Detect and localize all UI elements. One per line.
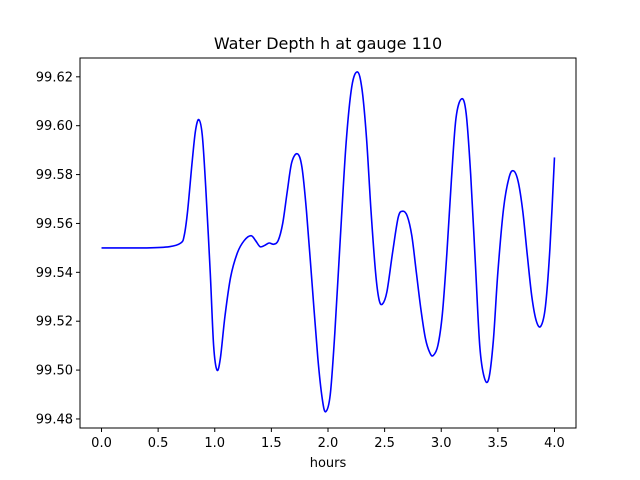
- y-tick-label: 99.58: [36, 168, 73, 183]
- x-tick-label: 2.5: [374, 436, 395, 451]
- x-tick-label: 0.0: [91, 436, 112, 451]
- plot-frame: [79, 57, 577, 429]
- plot-area: [80, 58, 576, 428]
- x-tick-label: 2.0: [318, 436, 339, 451]
- y-tick-label: 99.50: [36, 364, 73, 379]
- x-tick-label: 1.5: [261, 436, 282, 451]
- y-tick-label: 99.56: [36, 217, 73, 232]
- y-tick-label: 99.62: [36, 70, 73, 85]
- chart-title: Water Depth h at gauge 110: [214, 34, 442, 53]
- y-tick-label: 99.48: [36, 412, 73, 427]
- x-tick-label: 0.5: [148, 436, 169, 451]
- x-tick-label: 3.0: [431, 436, 452, 451]
- x-tick-label: 4.0: [544, 436, 565, 451]
- y-axis-ticks: 99.48 99.50 99.52 99.54 99.56 99.58 99.60 99.62: [36, 70, 80, 427]
- x-tick-label: 1.0: [204, 436, 225, 451]
- x-tick-label: 3.5: [488, 436, 509, 451]
- y-tick-label: 99.60: [36, 119, 73, 134]
- water-depth-line: [101, 71, 556, 413]
- y-tick-label: 99.54: [36, 266, 73, 281]
- y-tick-label: 99.52: [36, 315, 73, 330]
- x-axis-label: hours: [310, 456, 347, 471]
- x-axis-ticks: 0.0 0.5 1.0 1.5 2.0 2.5 3.0 3.5 4.0: [91, 428, 565, 451]
